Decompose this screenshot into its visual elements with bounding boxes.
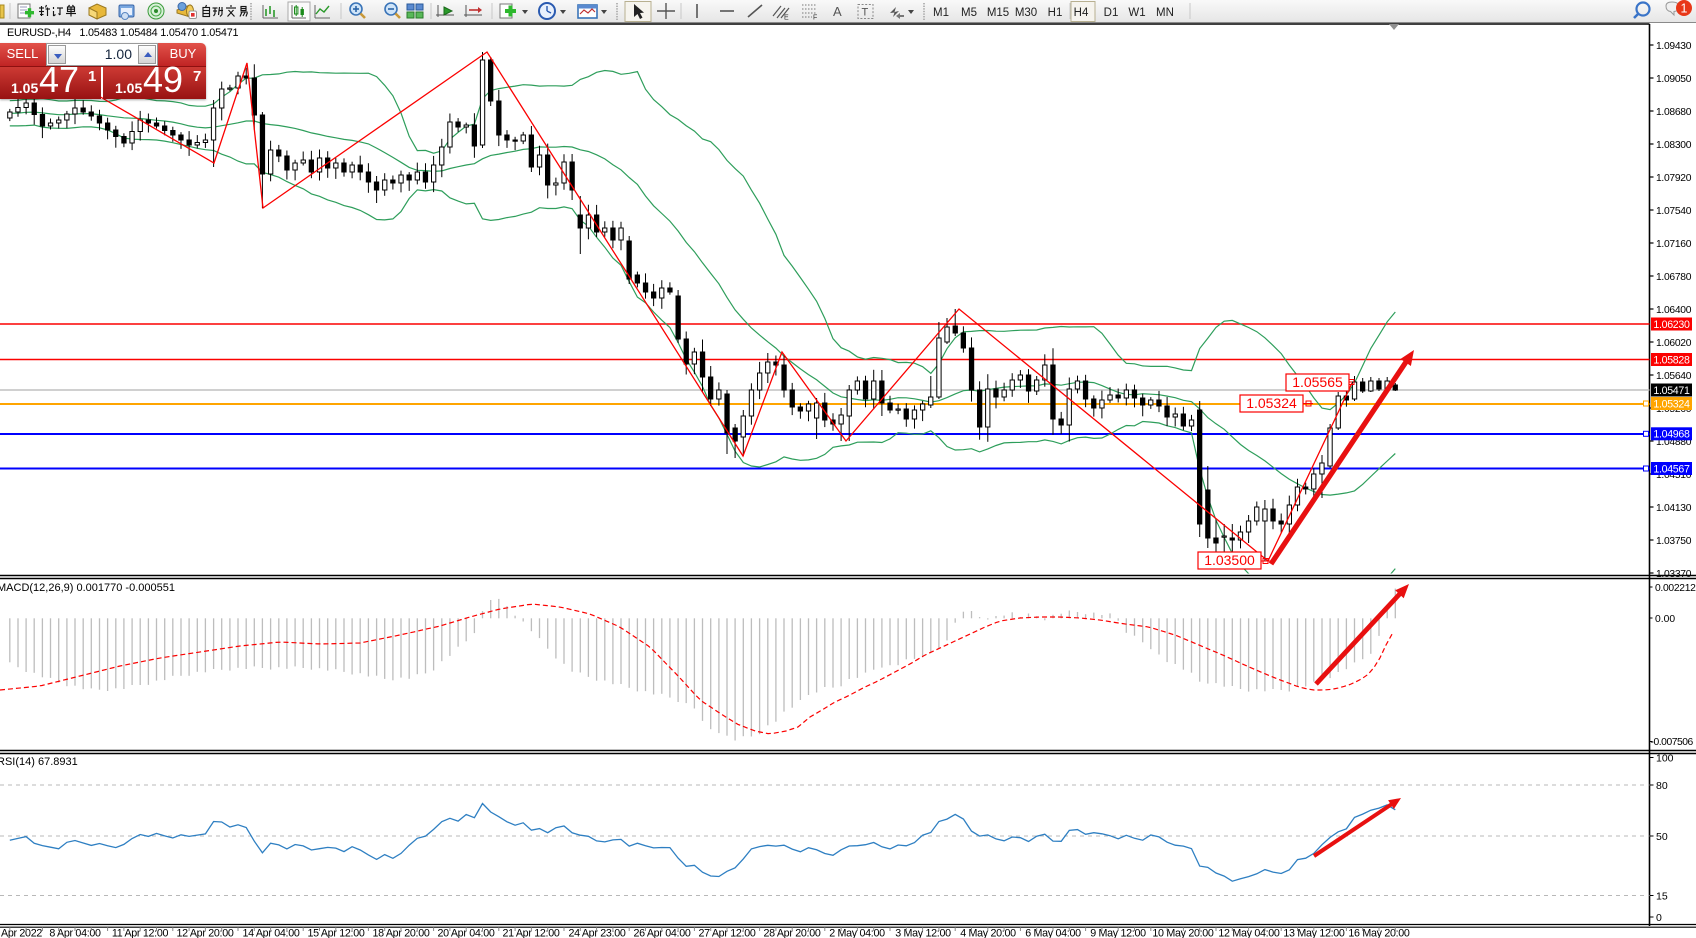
svg-text:9 May 12:00: 9 May 12:00	[1090, 928, 1146, 938]
svg-text:0.00: 0.00	[1655, 614, 1675, 625]
svg-text:1.03500: 1.03500	[1204, 552, 1255, 568]
svg-text:M5: M5	[961, 7, 977, 19]
svg-text:1.08680: 1.08680	[1656, 107, 1692, 118]
svg-text:W1: W1	[1128, 7, 1145, 19]
svg-text:2 May 04:00: 2 May 04:00	[829, 928, 885, 938]
svg-text:D1: D1	[1104, 7, 1119, 19]
svg-text:0.002212: 0.002212	[1655, 583, 1696, 594]
svg-text:T: T	[862, 7, 869, 19]
svg-text:4 May 20:00: 4 May 20:00	[960, 928, 1016, 938]
svg-text:1.05324: 1.05324	[1653, 398, 1690, 410]
svg-text:H4: H4	[1074, 7, 1089, 19]
svg-text:1.06780: 1.06780	[1656, 272, 1692, 283]
svg-text:F: F	[813, 15, 817, 22]
svg-text:M30: M30	[1015, 7, 1037, 19]
svg-text:1.05324: 1.05324	[1246, 395, 1297, 411]
svg-text:-0.007506: -0.007506	[1651, 737, 1694, 748]
svg-text:1.05565: 1.05565	[1292, 374, 1343, 390]
svg-text:26 Apr 04:00: 26 Apr 04:00	[633, 928, 690, 938]
svg-text:1.09430: 1.09430	[1656, 41, 1692, 52]
svg-text:24 Apr 23:00: 24 Apr 23:00	[568, 928, 625, 938]
svg-text:50: 50	[1656, 831, 1668, 843]
svg-text:1.09050: 1.09050	[1656, 74, 1692, 85]
svg-text:12 Apr 20:00: 12 Apr 20:00	[176, 928, 233, 938]
svg-text:6 May 04:00: 6 May 04:00	[1025, 928, 1081, 938]
svg-text:1.07540: 1.07540	[1656, 206, 1692, 217]
svg-text:12 May 04:00: 12 May 04:00	[1218, 928, 1280, 938]
svg-text:100: 100	[1656, 753, 1674, 765]
svg-text:1.05471: 1.05471	[1653, 385, 1690, 397]
svg-text:3 May 12:00: 3 May 12:00	[895, 928, 951, 938]
svg-text:1.04880: 1.04880	[1656, 437, 1692, 448]
svg-text:11 Apr 12:00: 11 Apr 12:00	[112, 928, 169, 938]
svg-text:MN: MN	[1156, 7, 1174, 19]
svg-text:1.07160: 1.07160	[1656, 239, 1692, 250]
svg-text:8 Apr 04:00: 8 Apr 04:00	[49, 928, 101, 938]
svg-text:1.07920: 1.07920	[1656, 173, 1692, 184]
svg-text:1: 1	[1681, 2, 1688, 16]
svg-text:20 Apr 04:00: 20 Apr 04:00	[437, 928, 494, 938]
svg-text:MACD(12,26,9) 0.001770 -0.0005: MACD(12,26,9) 0.001770 -0.000551	[0, 582, 175, 594]
svg-text:Apr 2022: Apr 2022	[1, 928, 42, 938]
svg-text:14 Apr 04:00: 14 Apr 04:00	[242, 928, 299, 938]
svg-text:E: E	[784, 15, 789, 22]
svg-text:A: A	[833, 4, 842, 19]
svg-text:1.03370: 1.03370	[1656, 569, 1692, 580]
svg-text:RSI(14) 67.8931: RSI(14) 67.8931	[0, 756, 78, 768]
svg-text:1.06400: 1.06400	[1656, 305, 1692, 316]
svg-text:27 Apr 12:00: 27 Apr 12:00	[698, 928, 755, 938]
svg-text:15: 15	[1656, 891, 1668, 903]
svg-text:1.04968: 1.04968	[1653, 429, 1690, 441]
svg-text:13 May 12:00: 13 May 12:00	[1283, 928, 1345, 938]
svg-text:1.05828: 1.05828	[1653, 354, 1690, 366]
svg-text:H1: H1	[1048, 7, 1063, 19]
svg-text:EURUSD-,H4 1.05483 1.05484 1: EURUSD-,H4 1.05483 1.05484 1.05470 1.054…	[7, 27, 238, 39]
svg-text:M15: M15	[987, 7, 1009, 19]
svg-text:1.08300: 1.08300	[1656, 140, 1692, 151]
svg-text:21 Apr 12:00: 21 Apr 12:00	[502, 928, 559, 938]
svg-text:0: 0	[1656, 912, 1662, 924]
svg-text:16 May 20:00: 16 May 20:00	[1348, 928, 1410, 938]
svg-text:M1: M1	[933, 7, 949, 19]
svg-text:1.03750: 1.03750	[1656, 536, 1692, 547]
svg-text:1.05640: 1.05640	[1656, 371, 1692, 382]
svg-text:1.04567: 1.04567	[1653, 463, 1690, 475]
svg-text:1.06020: 1.06020	[1656, 338, 1692, 349]
svg-text:15 Apr 12:00: 15 Apr 12:00	[307, 928, 364, 938]
svg-text:1.06230: 1.06230	[1653, 319, 1690, 331]
svg-text:80: 80	[1656, 780, 1668, 792]
svg-text:18 Apr 20:00: 18 Apr 20:00	[372, 928, 429, 938]
svg-text:1.04510: 1.04510	[1656, 470, 1692, 481]
svg-text:28 Apr 20:00: 28 Apr 20:00	[763, 928, 820, 938]
svg-text:1.04130: 1.04130	[1656, 503, 1692, 514]
svg-text:10 May 20:00: 10 May 20:00	[1152, 928, 1214, 938]
